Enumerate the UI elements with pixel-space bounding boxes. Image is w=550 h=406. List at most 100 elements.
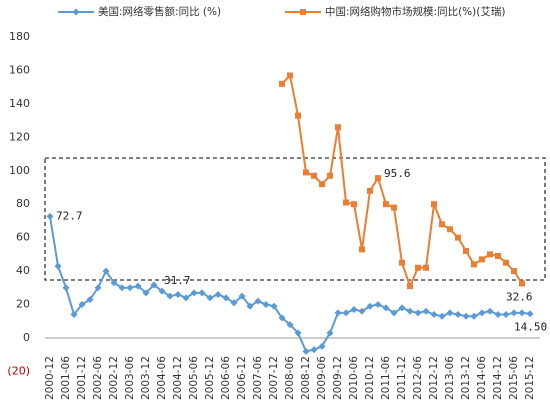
point-marker [86, 296, 94, 304]
x-tick-label: 2012-06 [412, 356, 424, 400]
point-marker [510, 309, 518, 317]
point-marker [302, 347, 310, 355]
point-marker [366, 302, 374, 310]
point-marker [399, 259, 405, 266]
point-marker [503, 259, 509, 266]
x-tick-label: 2010-06 [348, 356, 360, 400]
x-tick-label: 2011-12 [396, 356, 408, 400]
x-tick-label: 2005-06 [188, 356, 200, 400]
point-marker [415, 264, 421, 271]
point-marker [455, 234, 461, 241]
point-marker [279, 80, 285, 87]
x-tick-label: 2002-12 [108, 356, 120, 400]
point-marker [447, 226, 453, 233]
point-marker [310, 346, 318, 354]
y-tick-label: (20) [7, 364, 30, 377]
point-marker [343, 199, 349, 206]
point-marker [102, 267, 110, 275]
point-marker [478, 309, 486, 317]
point-marker [303, 169, 309, 176]
y-tick-label: 40 [16, 264, 30, 277]
point-marker [70, 311, 78, 319]
point-marker [342, 309, 350, 317]
highlight-box [44, 157, 546, 281]
point-marker [134, 282, 142, 290]
point-marker [519, 280, 525, 287]
point-marker [334, 309, 342, 317]
point-marker [174, 290, 182, 298]
x-tick-label: 2000-12 [44, 356, 56, 400]
point-marker [46, 212, 54, 220]
x-tick-label: 2012-12 [428, 356, 440, 400]
series-line [281, 73, 523, 289]
point-marker [494, 311, 502, 319]
point-marker [446, 309, 454, 317]
point-marker [198, 289, 206, 297]
x-tick-label: 2002-06 [92, 356, 104, 400]
point-marker [62, 284, 70, 292]
x-tick-label: 2015-06 [508, 356, 520, 400]
point-marker [414, 309, 422, 317]
y-tick-label: 0 [23, 331, 30, 344]
x-tick-label: 2001-12 [76, 356, 88, 400]
point-marker [287, 72, 293, 79]
x-tick-label: 2015-12 [524, 356, 536, 400]
x-tick-label: 2010-12 [364, 356, 376, 400]
x-tick-label: 2009-12 [332, 356, 344, 400]
y-tick-label: 120 [9, 130, 30, 143]
x-tick-label: 2007-12 [268, 356, 280, 400]
point-marker [238, 292, 246, 300]
x-tick-label: 2006-12 [236, 356, 248, 400]
point-marker [311, 172, 317, 179]
point-marker [406, 307, 414, 315]
x-tick-label: 2001-06 [60, 356, 72, 400]
point-marker [423, 264, 429, 271]
point-marker [367, 187, 373, 194]
point-marker [479, 256, 485, 263]
point-marker [430, 311, 438, 319]
x-tick-label: 2006-06 [220, 356, 232, 400]
point-marker [375, 175, 381, 182]
point-marker [431, 201, 437, 208]
legend-marker [72, 8, 80, 16]
point-marker [158, 287, 166, 295]
point-marker [254, 297, 262, 305]
y-tick-label: 20 [16, 298, 30, 311]
point-marker [214, 290, 222, 298]
x-tick-label: 2003-06 [124, 356, 136, 400]
point-marker [110, 279, 118, 287]
x-tick-label: 2009-06 [316, 356, 328, 400]
point-marker [487, 251, 493, 258]
point-marker [294, 329, 302, 337]
point-marker [118, 284, 126, 292]
point-marker [222, 294, 230, 302]
point-marker [350, 306, 358, 314]
x-tick-label: 2007-06 [252, 356, 264, 400]
data-label: 14.50 [514, 321, 547, 334]
point-marker [190, 289, 198, 297]
point-marker [295, 112, 301, 119]
legend-label: 美国:网络零售额:同比 (%) [98, 5, 221, 18]
point-marker [390, 309, 398, 317]
point-marker [398, 304, 406, 312]
point-marker [94, 284, 102, 292]
point-marker [326, 329, 334, 337]
point-marker [422, 307, 430, 315]
data-label: 32.6 [506, 290, 533, 303]
point-marker [270, 302, 278, 310]
y-tick-label: 100 [9, 164, 30, 177]
point-marker [54, 262, 62, 270]
point-marker [359, 246, 365, 253]
point-marker [383, 201, 389, 208]
point-marker [142, 289, 150, 297]
data-label: 95.6 [384, 167, 411, 180]
point-marker [150, 281, 158, 289]
point-marker [318, 342, 326, 350]
point-marker [495, 253, 501, 260]
point-marker [351, 201, 357, 208]
x-tick-label: 2013-12 [460, 356, 472, 400]
y-tick-label: 60 [16, 231, 30, 244]
point-marker [374, 301, 382, 309]
y-tick-label: 180 [9, 30, 30, 43]
